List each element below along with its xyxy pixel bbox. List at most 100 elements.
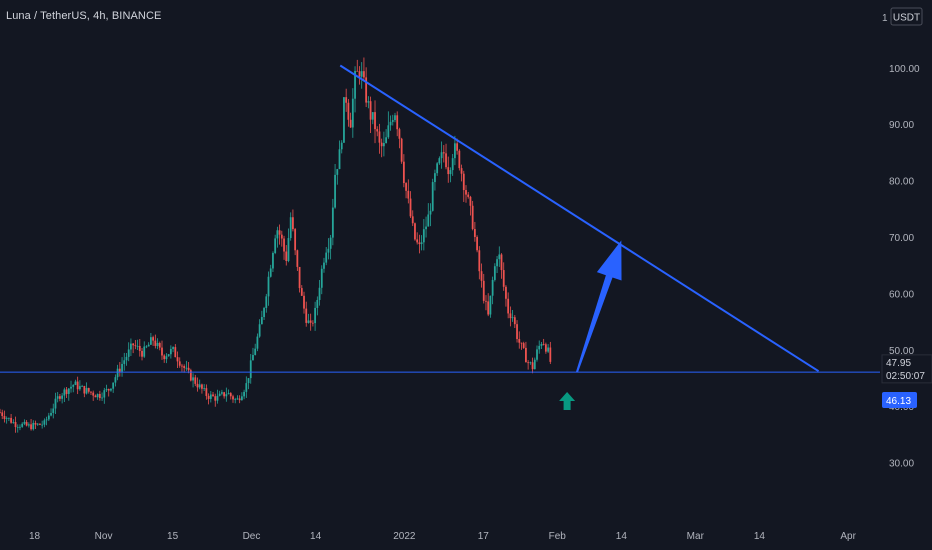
candle-body [385,137,388,144]
x-tick-label: 18 [29,531,41,542]
candle-body [527,362,530,364]
up-marker-arrow[interactable] [559,392,576,410]
candle-body [402,161,405,184]
projection-arrow[interactable] [576,240,622,373]
candle-body [431,182,434,211]
candle-body [54,398,57,409]
candle-body [101,397,103,399]
candle-body [365,77,368,103]
candle-body [454,143,456,159]
candle-body [78,386,81,390]
candle-body [343,97,345,143]
candle-body [380,142,383,147]
candle-body [473,229,476,237]
currency-box[interactable] [890,7,923,26]
candle-body [45,419,48,421]
candle-body [327,248,330,253]
candle-body [98,394,101,398]
candle-body [263,307,265,318]
candle-body [189,370,192,381]
candle-body [391,120,394,122]
candle-body [489,295,492,315]
candle-body [229,393,232,397]
candle-body [161,347,163,356]
candle-body [105,389,108,391]
candle-body [16,426,19,428]
descending-trendline[interactable] [339,64,820,373]
candle-body [292,217,294,230]
candle-body [529,362,532,364]
y-tick-label: 30.00 [889,459,914,470]
candle-body [218,393,221,396]
candle-body [163,355,166,360]
candle-body [36,423,39,425]
candle-body [169,348,172,355]
candle-body [12,422,15,423]
candle-body [487,301,490,315]
candle-body [531,362,534,370]
candle-body [491,279,494,296]
candle-body [198,384,201,388]
candle-body [187,367,190,371]
candle-body [298,266,301,289]
candle-body [356,70,359,72]
candle-body [134,345,137,347]
candle-body [172,347,174,349]
candle-body [449,170,452,175]
candle-body [445,153,447,168]
candle-body [234,399,237,401]
candle-body [307,320,310,323]
candle-body [511,317,514,319]
candle-body [116,368,119,378]
candle-body [14,422,17,428]
support-price-badge [882,392,917,408]
candle-body [358,71,361,77]
candle-body [398,129,401,139]
candle-body [165,356,168,360]
y-tick-label: 90.00 [889,120,914,131]
candle-body [118,368,121,372]
candle-body [274,238,277,254]
support-price-label: 46.13 [886,396,911,407]
candle-body [156,342,159,346]
candle-body [5,418,8,419]
candle-body [507,298,510,314]
candle-body [247,378,250,384]
candle-body [10,417,12,423]
candle-body [185,367,188,369]
x-tick-label: Dec [243,531,261,542]
candle-body [427,214,430,227]
price-labels: 1 USDT 47.95 02:50:07 46.13 [881,7,932,408]
candle-body [1,412,4,416]
y-axis: 100.0090.0080.0070.0060.0050.0040.0030.0… [889,64,920,470]
last-price-label: 47.95 [886,358,911,369]
candle-body [30,424,32,430]
candle-body [67,388,70,394]
x-axis: 18 Nov 15 Dec 14 2022 17 Feb 14 Mar 14 Apr [29,531,857,542]
candle-body [232,396,234,400]
candle-body [480,271,483,281]
candles-layer [0,57,552,433]
candle-body [236,398,239,400]
candle-body [27,424,30,426]
candle-body [267,276,270,297]
candle-body [143,346,146,357]
candle-body [520,342,523,344]
candle-body [141,350,143,357]
candle-body [152,337,155,341]
candle-body [331,207,334,238]
x-tick-label: 14 [616,531,628,542]
candle-body [280,234,283,239]
candle-body [447,167,450,175]
candle-body [334,174,336,208]
candle-body [476,236,478,251]
chart-title: Luna / TetherUS, 4h, BINANCE [6,10,162,22]
candle-body [471,205,474,230]
candle-body [351,98,354,128]
candle-body [207,395,210,399]
candle-body [74,381,77,385]
candle-body [338,149,341,170]
candle-body [498,254,501,260]
candle-body [256,336,259,349]
